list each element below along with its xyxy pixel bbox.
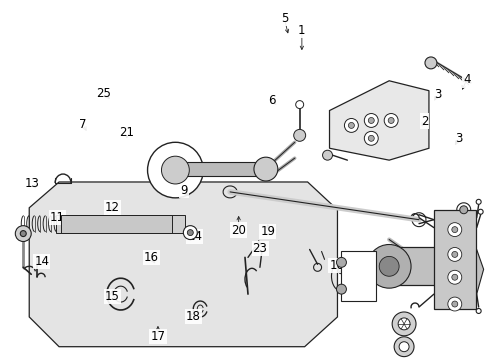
Circle shape [20, 231, 26, 237]
Circle shape [451, 251, 457, 257]
Text: 10: 10 [329, 259, 344, 272]
Text: 22: 22 [148, 219, 163, 232]
Circle shape [187, 230, 193, 235]
Bar [388, 247, 466, 285]
Circle shape [336, 284, 346, 294]
Circle shape [451, 274, 457, 280]
Circle shape [336, 257, 346, 267]
Circle shape [451, 227, 457, 233]
Circle shape [424, 57, 436, 69]
Circle shape [379, 256, 398, 276]
Bar [186, 162, 261, 176]
Text: 7: 7 [79, 118, 87, 131]
Circle shape [384, 113, 397, 127]
Circle shape [447, 297, 461, 311]
Text: 25: 25 [96, 87, 111, 100]
Text: 16: 16 [143, 251, 158, 264]
Polygon shape [450, 244, 483, 297]
Bar [341, 251, 375, 301]
Text: 21: 21 [119, 126, 134, 139]
Circle shape [447, 247, 461, 261]
Circle shape [447, 223, 461, 237]
Text: 8: 8 [393, 320, 401, 333]
Circle shape [364, 131, 377, 145]
Text: 3: 3 [454, 132, 461, 145]
Bar [433, 210, 475, 309]
Text: 12: 12 [104, 201, 120, 214]
Polygon shape [29, 182, 337, 347]
Circle shape [398, 342, 408, 352]
Circle shape [447, 270, 461, 284]
Circle shape [295, 100, 303, 109]
Circle shape [397, 318, 409, 330]
Circle shape [459, 206, 467, 214]
Text: 1: 1 [298, 24, 305, 37]
Circle shape [367, 135, 373, 141]
Circle shape [161, 156, 189, 184]
Text: 14: 14 [34, 255, 49, 268]
Circle shape [15, 226, 31, 242]
Text: 5: 5 [280, 12, 287, 25]
Circle shape [451, 301, 457, 307]
Text: 13: 13 [24, 177, 40, 190]
Polygon shape [329, 81, 428, 160]
Text: 18: 18 [185, 310, 201, 323]
Circle shape [366, 244, 410, 288]
Text: 6: 6 [268, 94, 275, 107]
Circle shape [387, 117, 393, 123]
Text: 4: 4 [462, 73, 469, 86]
Circle shape [391, 312, 415, 336]
Circle shape [253, 157, 277, 181]
Text: 20: 20 [231, 224, 245, 237]
Text: 15: 15 [104, 289, 120, 303]
Text: 17: 17 [150, 330, 165, 343]
Circle shape [183, 226, 197, 239]
Circle shape [147, 142, 203, 198]
Circle shape [347, 122, 354, 129]
Text: 9: 9 [180, 184, 187, 197]
Bar [56, 215, 185, 233]
Text: 11: 11 [50, 211, 65, 224]
Text: 3: 3 [433, 88, 441, 101]
Circle shape [393, 337, 413, 357]
Bar [61, 215, 172, 233]
Text: 2: 2 [420, 114, 427, 127]
Text: 23: 23 [252, 242, 267, 255]
Text: 19: 19 [260, 225, 275, 238]
Text: 24: 24 [187, 230, 202, 243]
Circle shape [367, 117, 373, 123]
Circle shape [344, 118, 358, 132]
Circle shape [322, 150, 332, 160]
Circle shape [293, 129, 305, 141]
Circle shape [364, 113, 377, 127]
